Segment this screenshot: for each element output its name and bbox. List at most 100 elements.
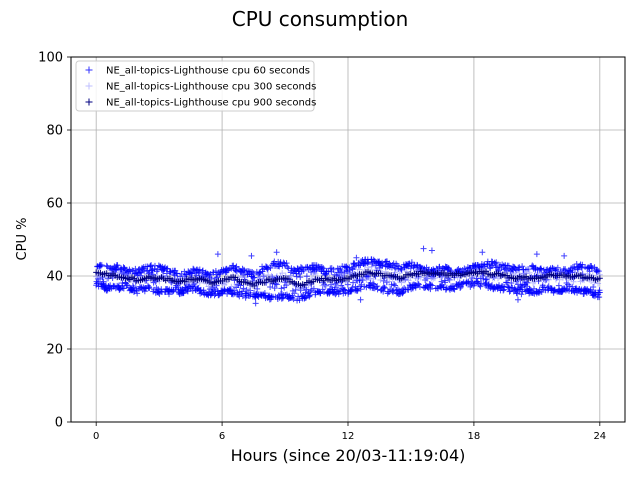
scatter-point (417, 274, 424, 281)
x-tick-label: 12 (342, 431, 355, 442)
scatter-point (591, 279, 598, 286)
scatter-point (477, 283, 484, 290)
scatter-point (451, 286, 458, 293)
scatter-point (312, 270, 319, 277)
scatter-point (129, 267, 136, 274)
scatter-point (435, 266, 442, 273)
scatter-point (331, 274, 338, 281)
scatter-point (300, 267, 307, 274)
y-tick-label: 60 (46, 197, 63, 212)
scatter-point (529, 262, 536, 269)
scatter-point (518, 284, 525, 291)
scatter-point (401, 285, 408, 292)
scatter-point (239, 288, 246, 295)
scatter-point (184, 288, 191, 295)
scatter-point (478, 280, 485, 287)
scatter-point (189, 287, 196, 294)
scatter-point (391, 281, 398, 288)
scatter-point (349, 266, 356, 273)
legend-entry: NE_all-topics-Lighthouse cpu 60 seconds (106, 66, 310, 77)
scatter-point (370, 275, 377, 282)
scatter-point (306, 293, 313, 300)
scatter-point (499, 261, 506, 268)
scatter-point (391, 269, 398, 276)
scatter-point (231, 277, 238, 284)
scatter-point (596, 275, 603, 282)
scatter-point (283, 260, 290, 267)
legend: NE_all-topics-Lighthouse cpu 60 seconds N… (75, 60, 316, 112)
scatter-point (513, 289, 520, 296)
series-60-seconds (93, 245, 603, 307)
scatter-point (493, 259, 500, 266)
scatter-point (164, 265, 171, 272)
scatter-point (212, 268, 219, 275)
scatter-point (424, 275, 431, 282)
scatter-point (363, 276, 370, 283)
outlier-point (420, 245, 427, 252)
x-tick-label: 0 (93, 431, 99, 442)
scatter-point (545, 276, 552, 283)
scatter-point (268, 294, 275, 301)
scatter-point (504, 283, 511, 290)
scatter-point (524, 279, 531, 286)
scatter-point (368, 263, 375, 270)
outlier-point (533, 251, 540, 258)
scatter-point (380, 277, 387, 284)
legend-marker (85, 98, 93, 106)
scatter-point (340, 272, 347, 279)
scatter-point (389, 288, 396, 295)
outlier-point (214, 251, 221, 258)
scatter-point (352, 276, 359, 283)
scatter-point (357, 286, 364, 293)
scatter-point (538, 269, 545, 276)
scatter-point (287, 272, 294, 279)
scatter-point (310, 285, 317, 292)
y-tick-label: 80 (46, 124, 63, 139)
scatter-point (233, 281, 240, 288)
scatter-point (386, 278, 393, 285)
scatter-point (558, 268, 565, 275)
legend-marker (85, 66, 93, 74)
scatter-point (141, 288, 148, 295)
scatter-point (450, 285, 457, 292)
scatter-point (337, 288, 344, 295)
scatter-point (519, 263, 526, 270)
scatter-point (189, 270, 196, 277)
outlier-point (514, 296, 521, 303)
x-tick-label: 6 (219, 431, 225, 442)
scatter-point (569, 283, 576, 290)
outlier-point (479, 249, 486, 256)
scatter-point (416, 283, 423, 290)
scatter-point (235, 291, 242, 298)
outlier-point (248, 252, 255, 259)
x-axis-label: Hours (since 20/03-11:19:04) (231, 446, 466, 465)
outlier-point (561, 252, 568, 259)
scatter-point (574, 266, 581, 273)
scatter-point (107, 282, 114, 289)
scatter-point (207, 285, 214, 292)
y-tick-label: 100 (38, 51, 63, 66)
scatter-point (528, 274, 535, 281)
scatter-point (138, 269, 145, 276)
scatter-point (238, 273, 245, 280)
scatter-point (388, 264, 395, 271)
scatter-point (319, 266, 326, 273)
scatter-point (594, 267, 601, 274)
scatter-point (570, 278, 577, 285)
scatter-point (200, 287, 207, 294)
scatter-point (350, 279, 357, 286)
x-tick-label: 18 (468, 431, 481, 442)
scatter-point (526, 269, 533, 276)
outlier-point (428, 247, 435, 254)
scatter-point (349, 284, 356, 291)
scatter-point (303, 273, 310, 280)
legend-entry: NE_all-topics-Lighthouse cpu 900 seconds (106, 98, 316, 109)
scatter-point (408, 259, 415, 266)
scatter-point (297, 274, 304, 281)
scatter-point (596, 289, 603, 296)
scatter-point (251, 274, 258, 281)
scatter-point (296, 297, 303, 304)
scatter-point (291, 290, 298, 297)
scatter-point (328, 278, 335, 285)
